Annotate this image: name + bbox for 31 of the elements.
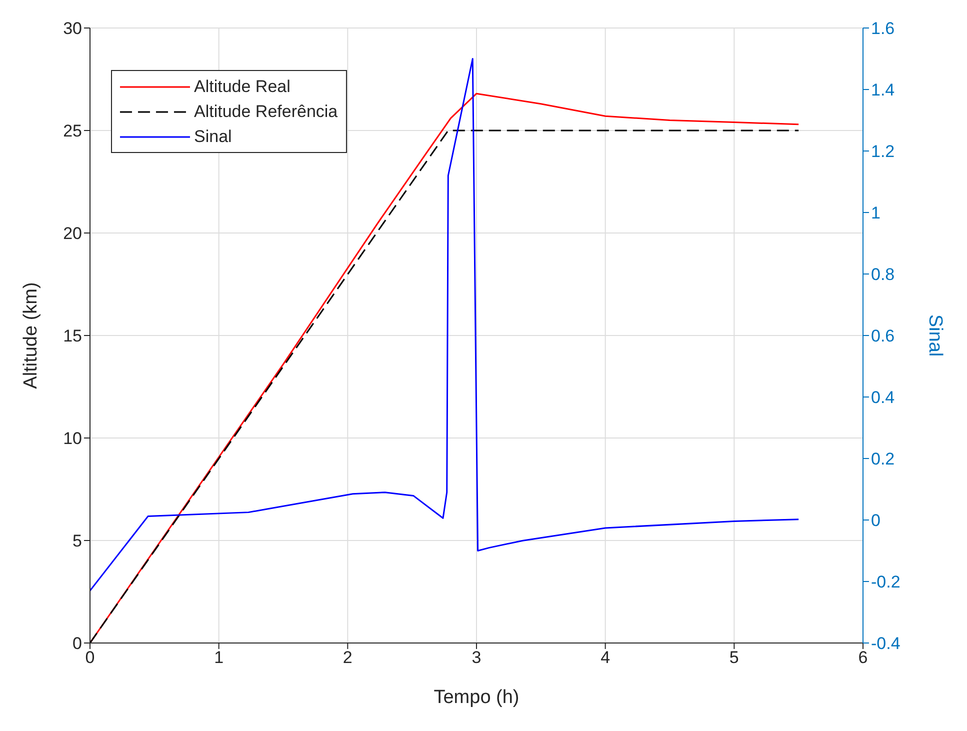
y-axis-title: Altitude (km) bbox=[20, 282, 42, 389]
y2-tick-label: 1.4 bbox=[871, 80, 895, 100]
legend-label: Altitude Real bbox=[194, 76, 290, 98]
y2-tick-label: 0.6 bbox=[871, 326, 895, 346]
x-tick-label: 1 bbox=[214, 648, 224, 668]
y-tick-label: 15 bbox=[63, 326, 82, 346]
y-tick-label: 20 bbox=[63, 224, 82, 244]
x-tick-label: 3 bbox=[472, 648, 482, 668]
y2-tick-label: 0.4 bbox=[871, 388, 895, 408]
y2-tick-label: 0.8 bbox=[871, 265, 895, 284]
y2-tick-label: -0.2 bbox=[871, 572, 900, 592]
x-tick-label: 2 bbox=[342, 648, 352, 668]
x-tick-label: 5 bbox=[729, 648, 739, 668]
legend-label: Altitude Referência bbox=[194, 101, 338, 123]
x-tick-label: 6 bbox=[858, 648, 868, 668]
legend-label: Sinal bbox=[194, 126, 232, 148]
y-tick-label: 0 bbox=[72, 634, 82, 654]
y2-tick-label: 0.2 bbox=[871, 450, 895, 469]
x-axis-title: Tempo (h) bbox=[434, 687, 520, 708]
y-tick-label: 10 bbox=[63, 429, 82, 448]
y2-tick-label: 1.2 bbox=[871, 142, 895, 162]
y-tick-label: 5 bbox=[72, 532, 82, 551]
y2-tick-label: 0 bbox=[871, 511, 880, 530]
y2-tick-label: 1 bbox=[871, 204, 880, 223]
y2-tick-label: -0.4 bbox=[871, 634, 900, 654]
y2-tick-label: 1.6 bbox=[871, 19, 895, 38]
x-tick-label: 0 bbox=[85, 648, 95, 668]
y-tick-label: 30 bbox=[63, 19, 82, 38]
x-tick-label: 4 bbox=[600, 648, 610, 668]
y2-axis-title: Sinal bbox=[924, 314, 946, 357]
y-tick-label: 25 bbox=[63, 122, 82, 141]
